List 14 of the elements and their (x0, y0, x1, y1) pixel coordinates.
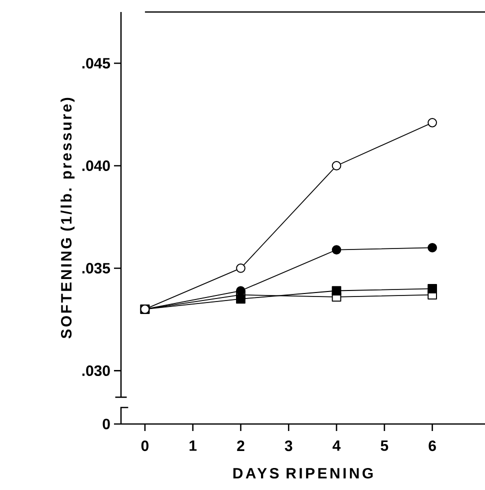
y-tick-label: .035 (82, 262, 110, 274)
x-axis-title: DAYS RIPENING (233, 468, 373, 479)
x-tick-label: 1 (190, 440, 197, 451)
x-tick-label: 4 (332, 440, 341, 451)
y-tick-label: .045 (82, 58, 110, 69)
y-tick-label: .030 (82, 365, 110, 376)
x-tick-label: 0 (141, 440, 148, 452)
y-tick-label: 0 (102, 418, 110, 430)
y-tick-label: .040 (82, 160, 110, 172)
x-tick-label: 2 (237, 440, 244, 451)
y-axis-title: SOFTENING (1/lb. pressure) (60, 98, 75, 338)
x-tick-label: 3 (284, 440, 292, 452)
x-tick-label: 5 (380, 440, 388, 451)
x-tick-label: 6 (428, 440, 436, 452)
